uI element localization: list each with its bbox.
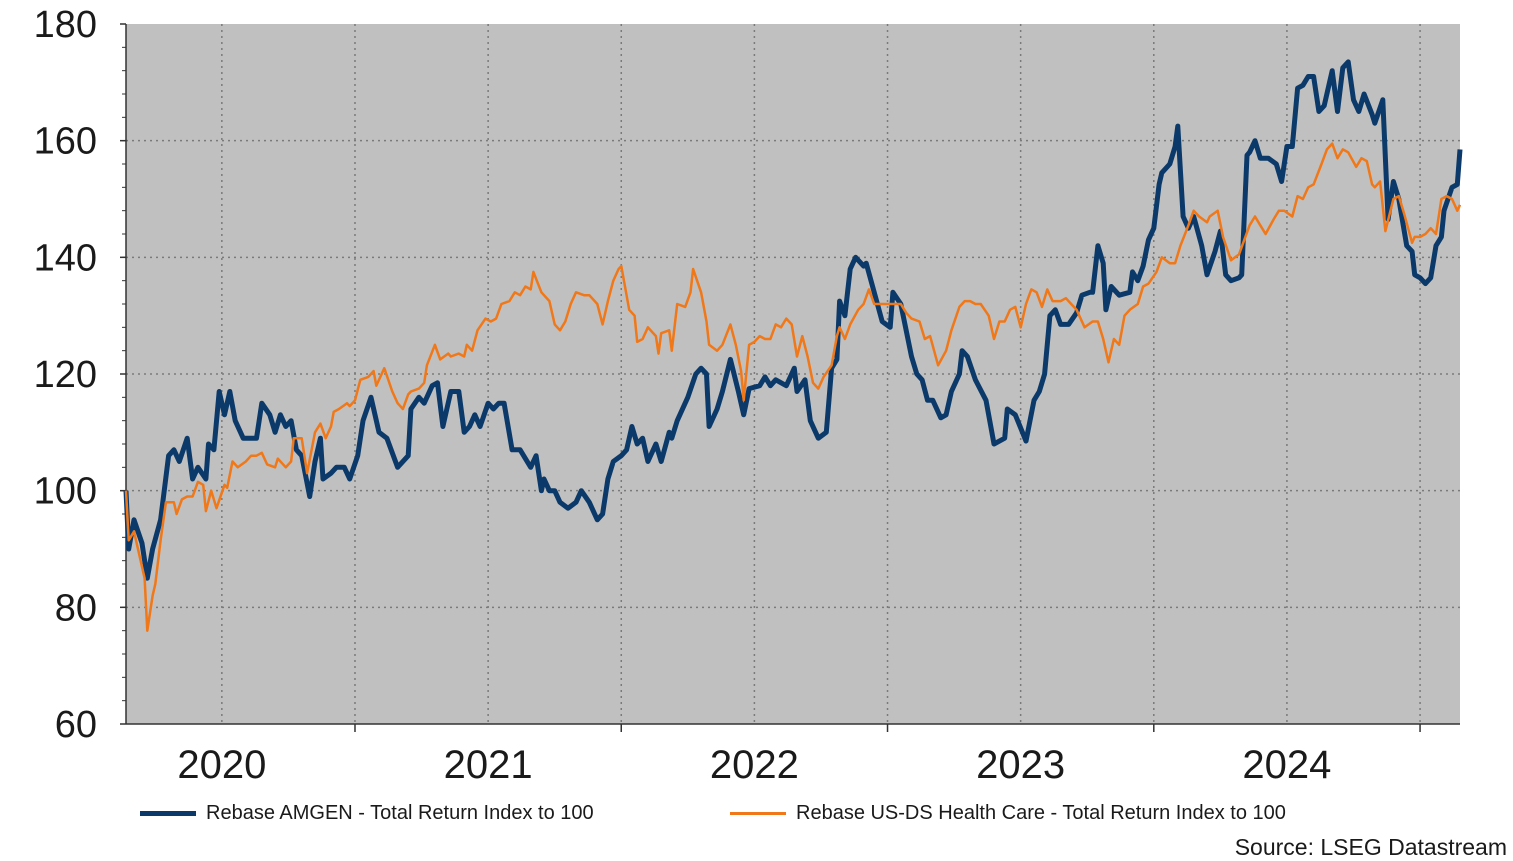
y-tick-label: 160	[34, 121, 97, 163]
y-tick-label: 80	[55, 587, 97, 629]
legend-label-health-care: Rebase US-DS Health Care - Total Return …	[796, 802, 1286, 824]
y-tick-label: 100	[34, 471, 97, 513]
legend-label-amgen: Rebase AMGEN - Total Return Index to 100	[206, 802, 594, 824]
series-line-health-care	[124, 142, 1462, 632]
y-tick-label: 120	[34, 354, 97, 396]
legend-swatch-amgen	[140, 811, 196, 816]
x-tick-label: 2022	[710, 743, 799, 787]
legend: Rebase AMGEN - Total Return Index to 100…	[0, 802, 1513, 828]
series-line-amgen	[123, 59, 1463, 581]
y-tick-label: 60	[55, 704, 97, 746]
x-tick-label: 2021	[444, 743, 533, 787]
x-tick-label: 2020	[177, 743, 266, 787]
line-chart: 60 80 100 120 140 160 180 2020 2021 2022 2023 2024	[34, 4, 1463, 787]
x-tick-label: 2023	[976, 743, 1065, 787]
source-note: Source: LSEG Datastream	[1234, 834, 1507, 860]
y-tick-label: 140	[34, 237, 97, 279]
x-tick-label: 2024	[1242, 743, 1331, 787]
legend-item-amgen: Rebase AMGEN - Total Return Index to 100	[140, 802, 594, 825]
legend-item-health-care: Rebase US-DS Health Care - Total Return …	[730, 802, 1286, 825]
legend-swatch-health-care	[730, 812, 786, 815]
y-tick-label: 180	[34, 4, 97, 46]
